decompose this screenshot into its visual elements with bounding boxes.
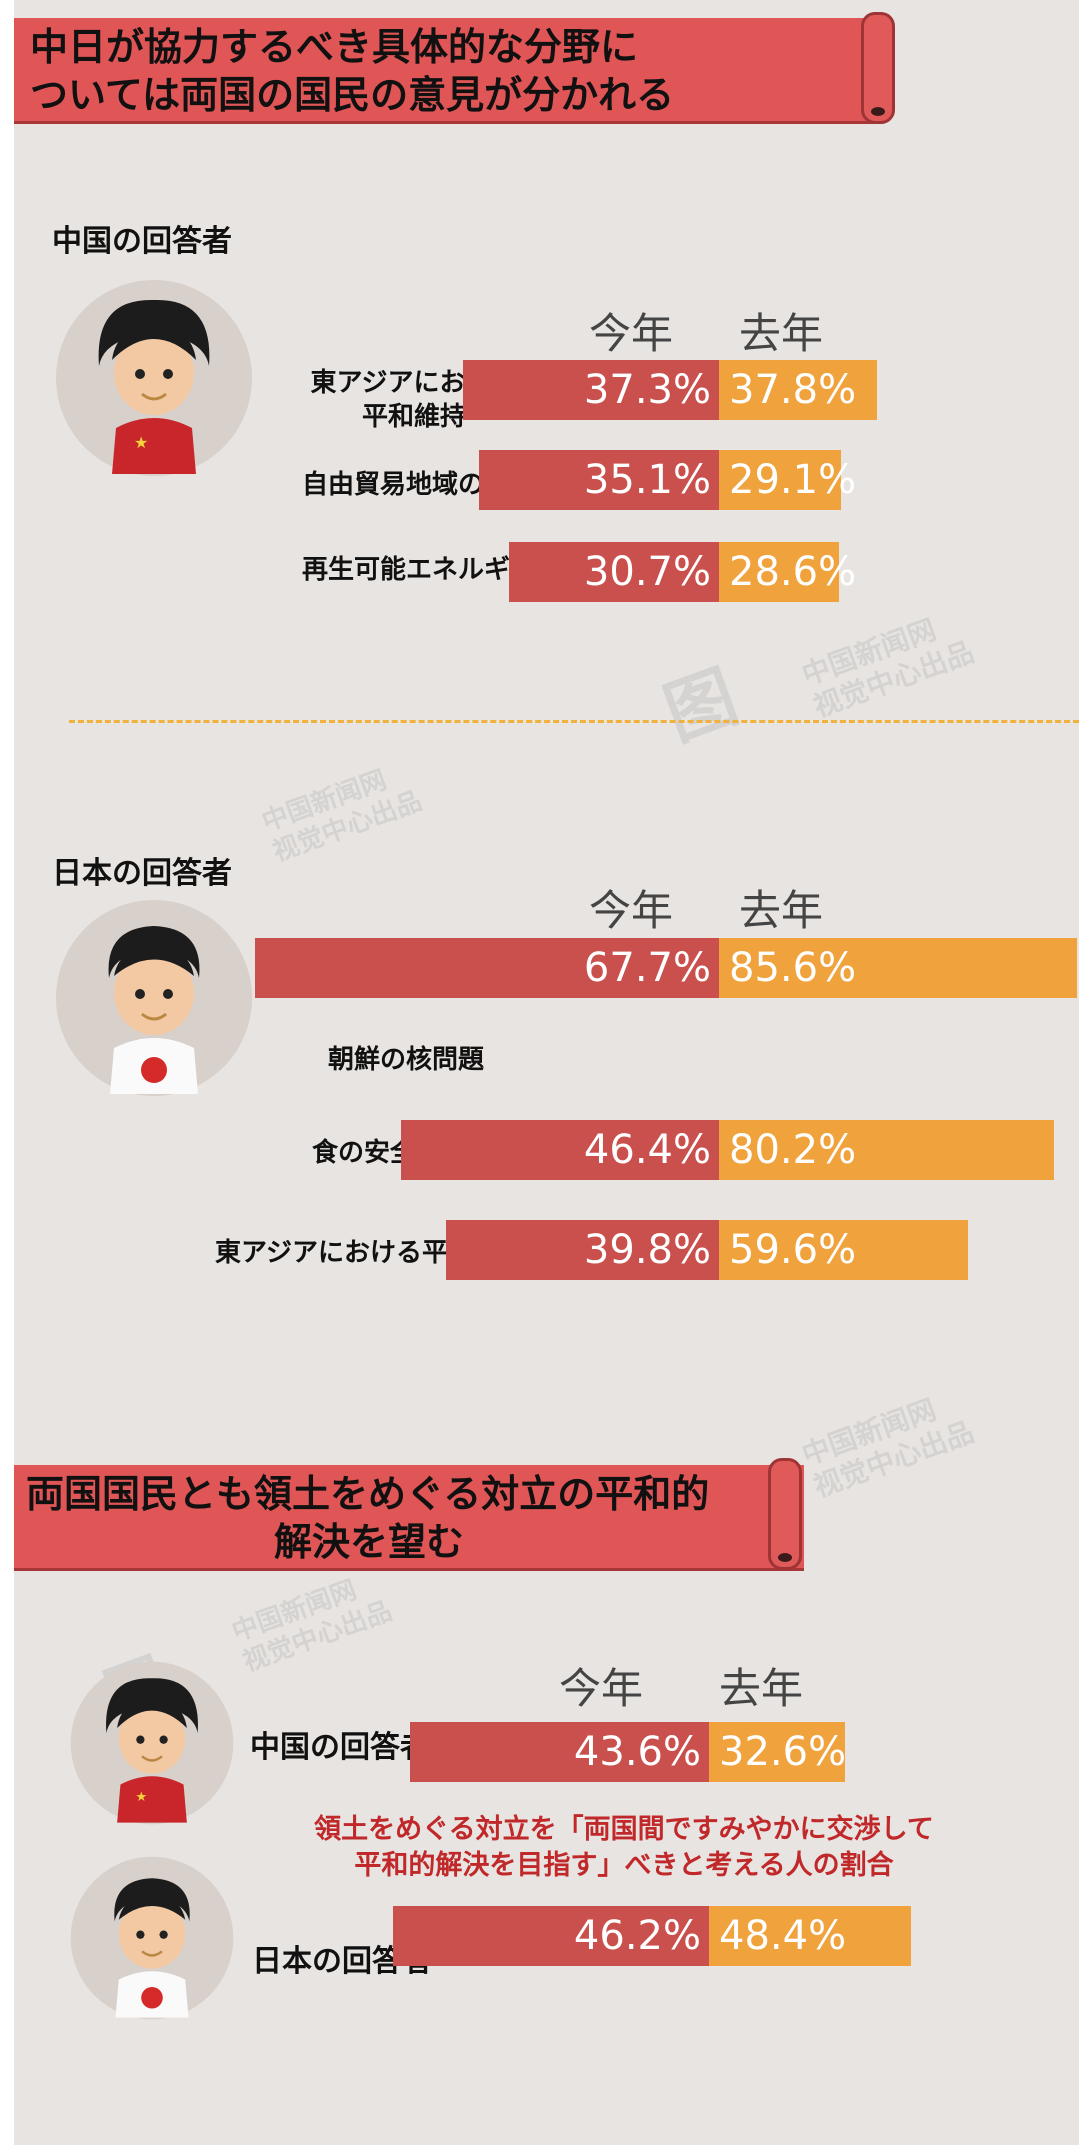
bar-current-year: 67.7%: [255, 938, 719, 998]
year-header-previous: 去年: [739, 309, 824, 358]
japanese-respondent-avatar: [70, 1856, 234, 2020]
bar-previous-year: 37.8%: [719, 360, 877, 420]
bar-previous-year: 59.6%: [719, 1220, 968, 1280]
bar-previous-year: 85.6%: [719, 938, 1077, 998]
bar-current-year: 30.7%: [509, 542, 719, 602]
bar-current-year: 43.6%: [410, 1722, 709, 1782]
year-header-previous: 去年: [719, 1664, 804, 1713]
scroll-icon: [768, 1458, 802, 1570]
bar-previous-year: 80.2%: [719, 1120, 1054, 1180]
header-banner: 両国国民とも領土をめぐる対立の平和的 解決を望む: [14, 1465, 804, 1571]
bar-current-year: 39.8%: [446, 1220, 719, 1280]
category-label: 朝鮮の核問題: [327, 1045, 484, 1075]
banner-title-line2: 解決を望む: [274, 1520, 465, 1564]
watermark: 中国新闻网 视觉中心出品: [228, 1575, 396, 1678]
banner-title-line1: 両国国民とも領土をめぐる対立の平和的: [26, 1472, 710, 1516]
bar-previous-year: 28.6%: [719, 542, 856, 602]
china-respondent-label: 中国の回答者: [250, 1730, 430, 1765]
bar-current-year: 35.1%: [479, 450, 719, 510]
japan-section-label: 日本の回答者: [52, 856, 232, 891]
chinese-respondent-avatar: ★: [56, 280, 252, 476]
bar-current-year: 46.2%: [393, 1906, 709, 1966]
watermark: 中国新闻网 视觉中心出品: [797, 612, 979, 724]
category-label: 再生可能エネルギー: [301, 555, 536, 585]
bar-current-year: 37.3%: [463, 360, 719, 420]
svg-text:★: ★: [135, 1790, 147, 1805]
year-header-current: 今年: [589, 309, 674, 358]
watermark: 图: [653, 655, 748, 757]
bar-previous-year: 48.4%: [709, 1906, 911, 1966]
banner-title-line2: ついては両国の国民の意見が分かれる: [30, 73, 675, 117]
china-section-label: 中国の回答者: [52, 224, 232, 259]
year-header-previous: 去年: [739, 886, 824, 935]
svg-text:★: ★: [134, 433, 148, 452]
bar-previous-year: 32.6%: [709, 1722, 846, 1782]
chinese-respondent-avatar: ★: [70, 1661, 234, 1825]
watermark: 中国新闻网 视觉中心出品: [258, 765, 426, 868]
header-banner: 中日が協力するべき具体的な分野に ついては両国の国民の意見が分かれる: [14, 18, 874, 124]
bar-current-year: 46.4%: [401, 1120, 719, 1180]
section-divider: [69, 720, 1079, 723]
banner-title-line1: 中日が協力するべき具体的な分野に: [30, 25, 639, 69]
scroll-icon: [861, 12, 895, 124]
year-header-current: 今年: [589, 886, 674, 935]
watermark: 中国新闻网 视觉中心出品: [797, 1392, 979, 1504]
infographic-canvas: 中日が協力するべき具体的な分野に ついては両国の国民の意見が分かれる 图 中国新…: [14, 0, 1079, 2145]
japanese-respondent-avatar: [56, 900, 252, 1096]
bar-previous-year: 29.1%: [719, 450, 856, 510]
survey-question-note: 領土をめぐる対立を「両国間ですみやかに交渉して 平和的解決を目指す」べきと考える…: [314, 1814, 934, 1881]
year-header-current: 今年: [559, 1664, 644, 1713]
